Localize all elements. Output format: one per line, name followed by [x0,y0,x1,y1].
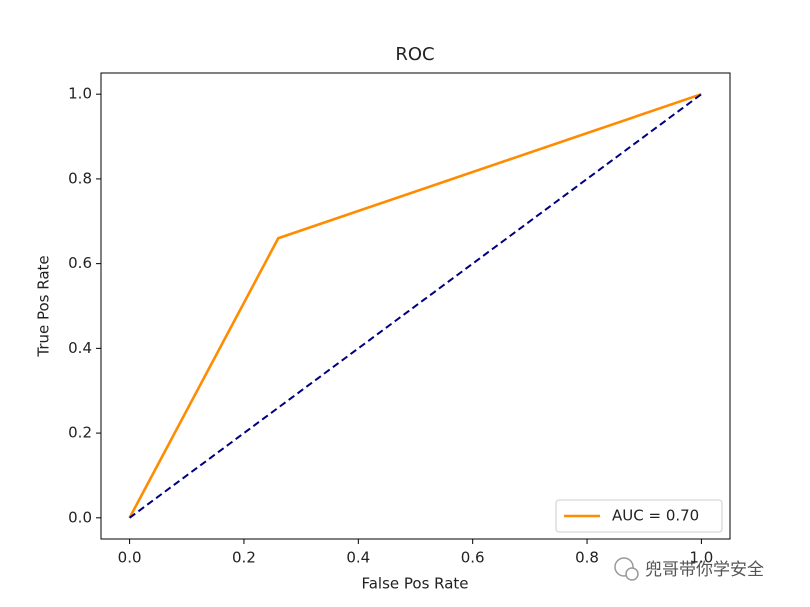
y-tick-label: 0.6 [68,254,92,272]
x-tick-label: 0.6 [461,549,485,567]
y-tick-label: 1.0 [68,85,92,103]
watermark-icon [614,557,634,577]
watermark-text: 兜哥带你学安全 [645,560,764,580]
watermark: 兜哥带你学安全 [614,557,764,581]
plot-frame [100,72,731,540]
x-tick-label: 0.2 [232,549,256,567]
x-axis-label: False Pos Rate [361,575,468,593]
legend: AUC = 0.70 [555,499,723,533]
legend-box [555,499,723,533]
y-axis-label: True Pos Rate [35,255,53,357]
y-tick-label: 0.0 [68,508,92,526]
series-line [128,93,703,519]
y-tick-label: 0.8 [68,169,92,187]
x-tick-label: 0.0 [118,549,142,567]
x-tick-label: 0.8 [575,549,599,567]
chart-title: ROC [395,44,434,65]
legend-label: AUC = 0.70 [612,507,699,525]
series-line [128,92,702,519]
y-tick-label: 0.4 [68,339,92,357]
x-tick-label: 1.0 [689,549,713,567]
y-tick-label: 0.2 [68,424,92,442]
x-tick-label: 0.4 [346,549,370,567]
watermark-icon [625,567,639,581]
